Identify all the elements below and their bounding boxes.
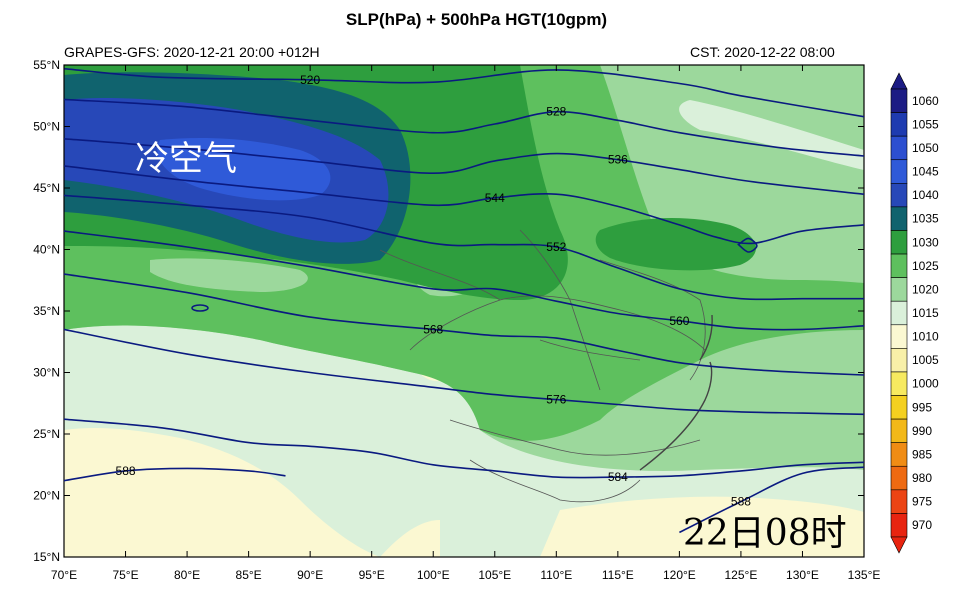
model-run-label: GRAPES-GFS: 2020-12-21 20:00 +012H — [64, 44, 320, 60]
colorbar-swatch — [890, 88, 908, 113]
contour-552 — [64, 194, 864, 301]
lat-tick-label: 45°N — [33, 181, 60, 195]
colorbar-swatch — [890, 253, 908, 278]
colorbar-bottom-arrow — [890, 536, 908, 554]
colorbar-label: 970 — [912, 518, 932, 532]
colorbar-swatch — [890, 112, 908, 137]
valid-time-label: CST: 2020-12-22 08:00 — [690, 44, 835, 60]
contour-588 — [64, 467, 286, 482]
lon-tick-label: 90°E — [297, 568, 323, 582]
lon-tick-label: 85°E — [236, 568, 262, 582]
colorbar-swatch — [890, 300, 908, 326]
colorbar-label: 1035 — [912, 212, 939, 226]
colorbar-swatch — [890, 489, 908, 514]
pressure-colorbar: 1060 1055 1050 1045 1040 1035 1030 1025 1020 1015… — [890, 72, 939, 554]
lon-tick-label: 100°E — [417, 568, 450, 582]
contour-label: 552 — [546, 240, 566, 254]
colorbar-swatch — [890, 183, 908, 208]
contour-588 — [679, 466, 864, 534]
lon-tick-label: 135°E — [848, 568, 881, 582]
colorbar-swatch — [890, 348, 908, 373]
colorbar-swatch — [890, 442, 908, 467]
colorbar-swatch — [890, 159, 908, 184]
contour-label: 544 — [485, 191, 505, 205]
contour-label: 576 — [546, 393, 566, 407]
contour-label: 560 — [669, 314, 689, 328]
contour-label: 528 — [546, 105, 566, 119]
colorbar-swatch — [890, 371, 908, 396]
lon-tick-label: 120°E — [663, 568, 696, 582]
contour-528 — [64, 98, 864, 157]
contour-labels: 520 528 536 544 552 560 568 576 584 588 588 — [116, 73, 752, 509]
colorbar-swatch — [890, 230, 908, 255]
contour-label: 588 — [116, 464, 136, 478]
contour-576 — [64, 328, 864, 416]
map-axes: 55°N 50°N 45°N 40°N 35°N 30°N 25°N 20°N 15°N 70°E… — [33, 58, 880, 582]
contour-label: 536 — [608, 153, 628, 167]
contour-label: 588 — [731, 495, 751, 509]
colorbar-label: 1020 — [912, 282, 939, 296]
colorbar-swatch — [890, 465, 908, 491]
colorbar-label: 975 — [912, 495, 932, 509]
contour-560 — [64, 230, 864, 331]
colorbar-label: 1060 — [912, 94, 939, 108]
lat-tick-label: 20°N — [33, 489, 60, 503]
lat-tick-label: 55°N — [33, 58, 60, 72]
lon-tick-label: 75°E — [112, 568, 138, 582]
forecast-time-annotation: 22日08时 — [683, 513, 847, 554]
colorbar-label: 1010 — [912, 330, 939, 344]
cold-air-annotation: 冷空气 — [135, 139, 237, 179]
contour-568 — [64, 273, 864, 376]
colorbar-label: 980 — [912, 471, 932, 485]
colorbar-top-arrow — [890, 72, 908, 90]
contour-544 — [64, 165, 864, 245]
colorbar-swatch — [890, 513, 908, 538]
colorbar-swatch — [890, 418, 908, 443]
colorbar-label: 985 — [912, 447, 932, 461]
colorbar-swatch — [890, 277, 908, 302]
lon-tick-label: 80°E — [174, 568, 200, 582]
map-title: SLP(hPa) + 500hPa HGT(10gpm) — [345, 10, 608, 29]
lon-tick-label: 105°E — [478, 568, 511, 582]
colorbar-label: 1000 — [912, 377, 939, 391]
colorbar-label: 995 — [912, 400, 932, 414]
contour-label: 520 — [300, 73, 320, 87]
lat-tick-label: 25°N — [33, 427, 60, 441]
contour-label: 584 — [608, 470, 628, 484]
lat-tick-label: 40°N — [33, 243, 60, 257]
lon-tick-label: 130°E — [786, 568, 819, 582]
colorbar-label: 1055 — [912, 117, 939, 131]
colorbar-label: 1030 — [912, 235, 939, 249]
lon-tick-label: 125°E — [725, 568, 758, 582]
geopotential-height-contours — [64, 67, 864, 534]
lon-tick-label: 95°E — [359, 568, 385, 582]
lon-tick-label: 70°E — [51, 568, 77, 582]
lat-tick-label: 50°N — [33, 120, 60, 134]
colorbar-label: 990 — [912, 424, 932, 438]
contour-label: 568 — [423, 322, 443, 336]
lon-tick-label: 115°E — [602, 568, 634, 582]
colorbar-label: 1045 — [912, 165, 939, 179]
colorbar-swatch — [890, 324, 908, 349]
lat-tick-label: 30°N — [33, 366, 60, 380]
colorbar-swatch — [890, 206, 908, 231]
lat-tick-label: 35°N — [33, 304, 60, 318]
colorbar-label: 1005 — [912, 353, 939, 367]
contour-520 — [64, 67, 864, 118]
colorbar-label: 1050 — [912, 141, 939, 155]
contour-536 — [64, 138, 864, 195]
lon-tick-label: 110°E — [540, 568, 572, 582]
contour-584 — [64, 418, 864, 479]
colorbar-label: 1015 — [912, 306, 939, 320]
boundary-lines — [379, 229, 713, 503]
colorbar-swatch — [890, 135, 908, 161]
colorbar-label: 1040 — [912, 188, 939, 202]
colorbar-label: 1025 — [912, 259, 939, 273]
contour-544-closed — [737, 237, 758, 253]
lat-tick-label: 15°N — [33, 550, 60, 564]
sea-level-pressure-fill — [64, 65, 864, 557]
colorbar-swatch — [890, 395, 908, 420]
